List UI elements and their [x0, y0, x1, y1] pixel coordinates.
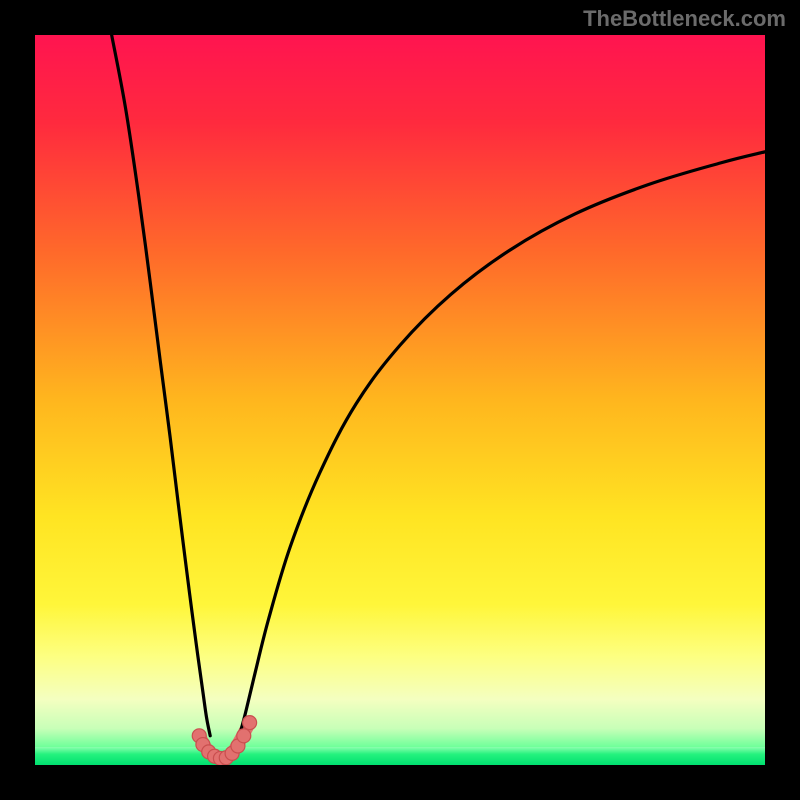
curve-right — [239, 152, 765, 736]
plot-area — [35, 35, 765, 765]
curve-layer — [35, 35, 765, 765]
watermark-text: TheBottleneck.com — [583, 6, 786, 32]
curve-left — [112, 35, 211, 736]
valley-marker — [243, 716, 257, 730]
chart-container: TheBottleneck.com — [0, 0, 800, 800]
valley-marker — [237, 729, 251, 743]
